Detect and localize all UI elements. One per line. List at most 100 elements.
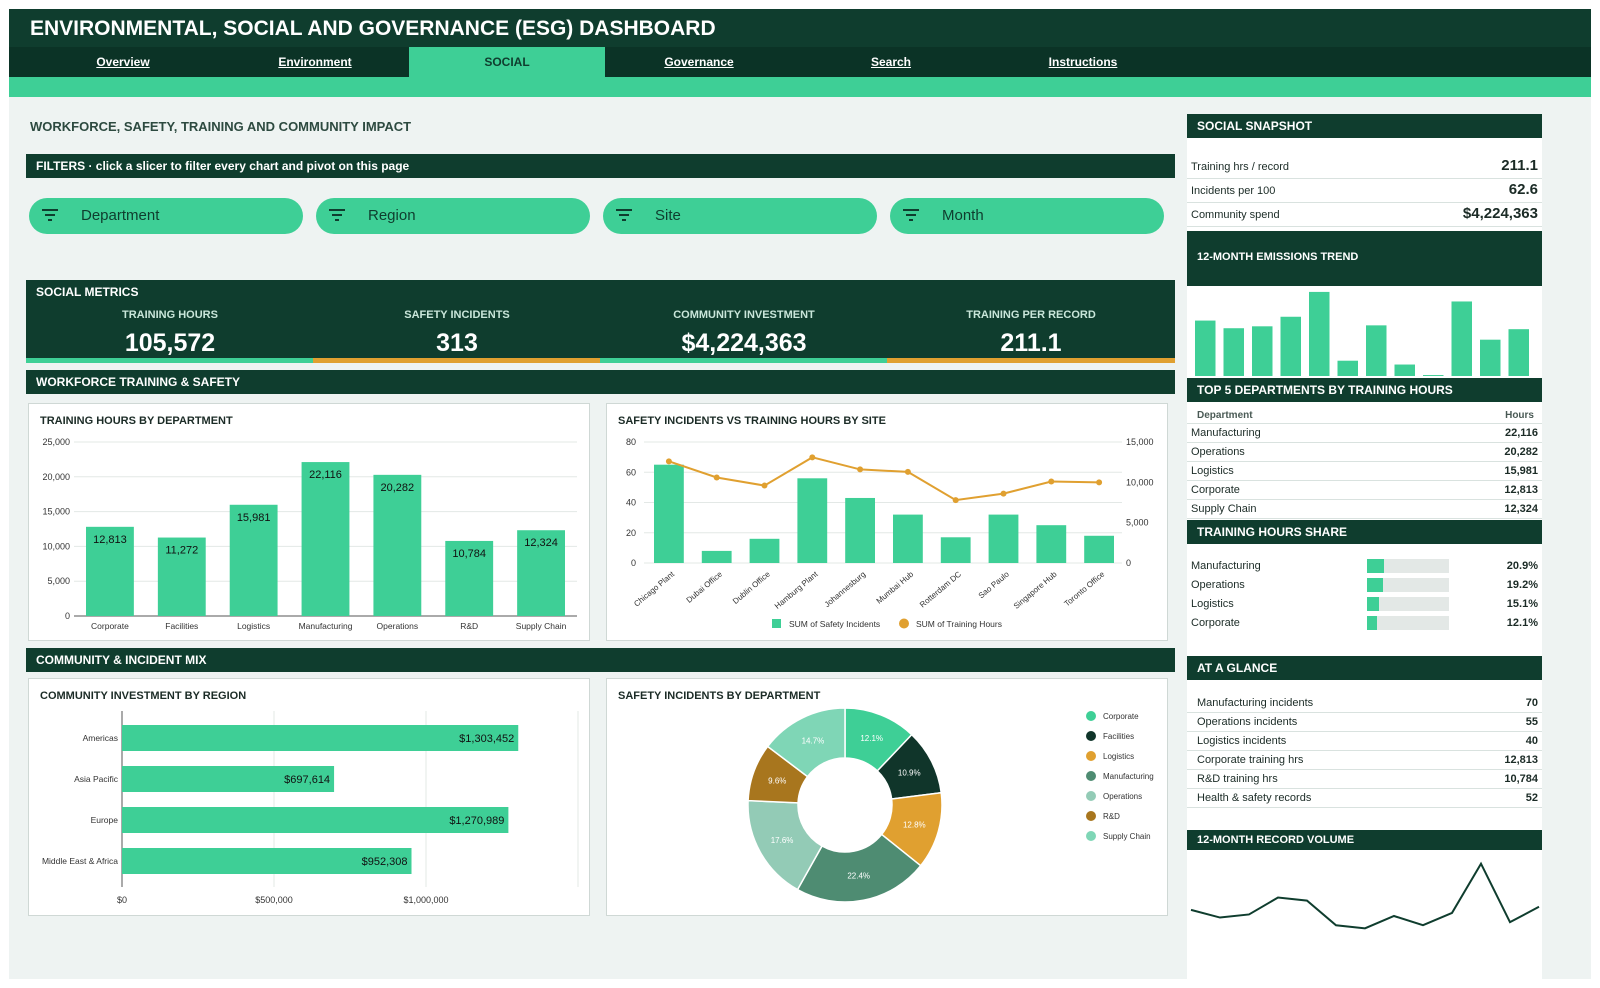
data-label: $1,270,989 bbox=[449, 815, 504, 827]
kpi-accent-bar bbox=[887, 358, 1175, 363]
row-label: Community spend bbox=[1191, 209, 1280, 221]
share-track bbox=[1367, 559, 1449, 573]
bar bbox=[1036, 525, 1067, 563]
share-fill bbox=[1367, 559, 1385, 573]
accent-bar bbox=[9, 77, 1591, 97]
share-row: Manufacturing 20.9% bbox=[1187, 557, 1542, 576]
y-tick-label: Europe bbox=[91, 815, 119, 825]
y-tick-label: 15,000 bbox=[42, 507, 70, 517]
bar bbox=[301, 462, 350, 616]
filter-icon bbox=[329, 209, 345, 221]
bar bbox=[1394, 364, 1415, 376]
metrics-title: SOCIAL METRICS bbox=[36, 285, 139, 299]
slicer-month[interactable]: Month bbox=[890, 198, 1164, 234]
right-panel: SOCIAL SNAPSHOT Training hrs / record 211… bbox=[1187, 114, 1542, 979]
glance-row: R&D training hrs 10,784 bbox=[1187, 770, 1542, 789]
x-tick-label: $1,000,000 bbox=[403, 895, 448, 905]
tab-search[interactable]: Search bbox=[870, 55, 912, 69]
donut-slice bbox=[796, 833, 922, 903]
tab-overview[interactable]: Overview bbox=[96, 55, 150, 69]
y-tick-label: 80 bbox=[626, 437, 636, 447]
kpi-value: 105,572 bbox=[124, 329, 216, 357]
y-tick-label: 0 bbox=[631, 558, 636, 568]
bar bbox=[1423, 375, 1444, 376]
row-value: 62.6 bbox=[1508, 181, 1538, 198]
legend-swatch bbox=[772, 619, 781, 628]
legend-label: Facilities bbox=[1103, 732, 1134, 741]
y-tick-label: 40 bbox=[626, 498, 636, 508]
col-department: Department bbox=[1197, 410, 1253, 421]
glance-value: 12,813 bbox=[1504, 754, 1538, 766]
share-fill bbox=[1367, 597, 1380, 611]
bar bbox=[373, 474, 422, 616]
data-label: $697,614 bbox=[284, 774, 330, 786]
tab-instructions[interactable]: Instructions bbox=[1048, 55, 1118, 69]
data-label: $1,303,452 bbox=[459, 733, 514, 745]
top5-row: Supply Chain 12,324 bbox=[1187, 500, 1542, 519]
share-percent: 19.2% bbox=[1506, 579, 1538, 591]
top5-title: TOP 5 DEPARTMENTS BY TRAINING HOURS bbox=[1187, 378, 1542, 402]
donut-slice bbox=[766, 707, 846, 778]
legend-swatch bbox=[1086, 791, 1096, 801]
tab-governance[interactable]: Governance bbox=[664, 55, 734, 69]
slice-label: 22.4% bbox=[847, 872, 870, 881]
data-label: 10,784 bbox=[452, 548, 486, 560]
share-percent: 15.1% bbox=[1506, 598, 1538, 610]
chart-incidents-vs-training: SAFETY INCIDENTS VS TRAINING HOURS BY SI… bbox=[606, 403, 1168, 641]
slicer-region[interactable]: Region bbox=[316, 198, 590, 234]
line-point bbox=[952, 497, 959, 504]
chart-incidents-by-department: SAFETY INCIDENTS BY DEPARTMENT 12.1% Corp… bbox=[606, 678, 1168, 916]
training-bar-chart: 25,000 20,000 15,000 10,000 5,000 0 12,813 Corp… bbox=[42, 437, 577, 631]
data-label: 22,116 bbox=[309, 469, 342, 481]
bar bbox=[1223, 328, 1244, 376]
top5-row: Logistics 15,981 bbox=[1187, 462, 1542, 481]
bar bbox=[1195, 320, 1216, 376]
bar bbox=[122, 807, 509, 833]
glance-label: Corporate training hrs bbox=[1197, 754, 1304, 766]
legend-label: Manufacturing bbox=[1103, 772, 1154, 781]
glance-label: Health & safety records bbox=[1197, 792, 1312, 804]
bar bbox=[86, 526, 134, 616]
dashboard-frame: ENVIRONMENTAL, SOCIAL AND GOVERNANCE (ES… bbox=[9, 9, 1591, 979]
data-label: 12,813 bbox=[93, 534, 127, 546]
filter-icon bbox=[616, 209, 632, 221]
hours-cell: 12,813 bbox=[1504, 484, 1538, 496]
glance-label: Manufacturing incidents bbox=[1197, 697, 1314, 709]
bar bbox=[1309, 291, 1330, 376]
data-label: 20,282 bbox=[381, 482, 415, 494]
kpi-value: 313 bbox=[436, 329, 478, 357]
slicer-site[interactable]: Site bbox=[603, 198, 877, 234]
emissions-title: 12-MONTH EMISSIONS TREND bbox=[1197, 251, 1359, 263]
x-tick-label: Mumbai Hub bbox=[875, 569, 916, 605]
snapshot-row: Incidents per 100 62.6 bbox=[1187, 179, 1542, 203]
glance-row: Operations incidents 55 bbox=[1187, 713, 1542, 732]
donut-chart: 12.1% Corporate 10.9% Facilities 12.8% Logist… bbox=[747, 707, 1154, 903]
department-cell: Logistics bbox=[1191, 465, 1234, 477]
bar bbox=[749, 538, 780, 563]
bar bbox=[1280, 316, 1301, 376]
legend-label: Operations bbox=[1103, 792, 1142, 801]
slicer-label: Site bbox=[655, 207, 681, 224]
kpi-accent-bar bbox=[313, 358, 601, 363]
volume-line bbox=[1190, 861, 1540, 930]
bar bbox=[122, 766, 335, 792]
line-point bbox=[857, 466, 864, 473]
bar bbox=[1451, 301, 1472, 376]
legend-swatch bbox=[899, 618, 909, 629]
slicer-department[interactable]: Department bbox=[29, 198, 303, 234]
legend-label: SUM of Safety Incidents bbox=[789, 619, 880, 629]
share-title: TRAINING HOURS SHARE bbox=[1187, 520, 1542, 544]
x-tick-label: Facilities bbox=[165, 621, 198, 631]
snapshot-row: Community spend $4,224,363 bbox=[1187, 203, 1542, 227]
department-label: Corporate bbox=[1191, 617, 1240, 629]
tab-social[interactable]: SOCIAL bbox=[409, 47, 605, 77]
legend-label: SUM of Training Hours bbox=[916, 619, 1002, 629]
slice-label: 17.6% bbox=[771, 836, 794, 845]
x-tick-label: Dublin Office bbox=[731, 569, 772, 606]
bar bbox=[797, 478, 828, 563]
chart-title: TRAINING HOURS BY DEPARTMENT bbox=[40, 415, 233, 427]
glance-row: Corporate training hrs 12,813 bbox=[1187, 751, 1542, 770]
top5-row: Corporate 12,813 bbox=[1187, 481, 1542, 500]
x-tick-label: Toronto Office bbox=[1063, 569, 1107, 608]
tab-environment[interactable]: Environment bbox=[278, 55, 352, 69]
